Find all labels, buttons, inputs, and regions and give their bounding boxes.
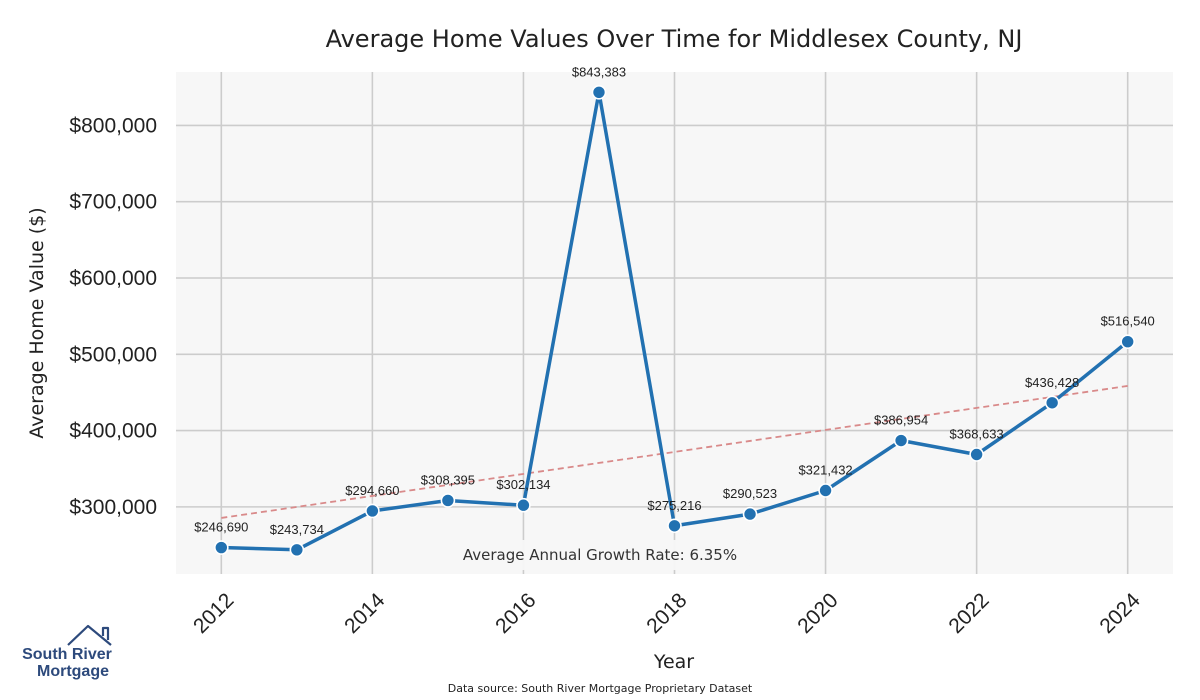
growth-rate-box [450, 540, 750, 570]
data-point [818, 483, 833, 498]
x-axis-ticks: 2012 2014 2016 2018 2020 2022 2024 [189, 589, 1145, 639]
x-tick-label: 2016 [491, 589, 540, 638]
data-label: $302,134 [496, 477, 550, 492]
data-label: $290,523 [723, 486, 777, 501]
data-point [440, 493, 456, 508]
data-labels: $246,690 $243,734 $294,660 $308,395 $302,134… [194, 64, 1155, 536]
data-point [214, 540, 229, 555]
data-label: $436,428 [1025, 375, 1079, 390]
data-point [742, 506, 758, 522]
logo-line1: South River [22, 646, 112, 663]
logo: South River Mortgage [22, 624, 112, 680]
data-point [667, 518, 682, 534]
trend-layer [221, 385, 1128, 519]
data-point [591, 85, 607, 100]
x-tick-label: 2020 [793, 589, 842, 638]
data-point [289, 542, 305, 558]
data-label: $386,954 [874, 413, 928, 428]
data-point [516, 497, 531, 513]
data-label: $321,432 [798, 463, 852, 478]
data-label: $294,660 [345, 483, 399, 498]
y-axis-ticks: $300,000 $400,000 $500,000 $600,000 $700,000… [69, 114, 157, 518]
y-tick-label: $300,000 [69, 496, 157, 519]
data-label: $246,690 [194, 520, 248, 535]
x-tick-label: 2024 [1095, 589, 1145, 639]
y-tick-label: $800,000 [69, 114, 157, 137]
x-axis-label: Year [653, 651, 694, 673]
data-label: $843,383 [572, 64, 626, 79]
growth-rate-annotation: Average Annual Growth Rate: 6.35% [463, 546, 737, 564]
trend-line [221, 385, 1128, 519]
chart-title: Average Home Values Over Time for Middle… [326, 25, 1023, 53]
logo-line2: Mortgage [37, 663, 109, 680]
x-tick-label: 2012 [189, 589, 238, 638]
data-point [1120, 334, 1135, 349]
data-point [1044, 395, 1060, 411]
y-tick-label: $700,000 [69, 191, 157, 214]
x-tick-label: 2022 [944, 589, 993, 638]
data-label: $516,540 [1101, 314, 1155, 329]
house-icon [67, 624, 112, 646]
data-label: $243,734 [270, 522, 324, 537]
data-point [893, 433, 909, 448]
series-layer [214, 85, 1135, 558]
data-source-note: Data source: South River Mortgage Propri… [448, 682, 753, 695]
x-tick-label: 2014 [340, 589, 390, 639]
data-point [365, 503, 380, 519]
x-tick-label: 2018 [642, 589, 691, 638]
y-tick-label: $500,000 [69, 343, 157, 366]
data-label: $308,395 [421, 472, 475, 487]
y-axis-label: Average Home Value ($) [26, 207, 48, 438]
y-tick-label: $600,000 [69, 267, 157, 290]
data-point [969, 447, 984, 462]
data-label: $368,633 [950, 427, 1004, 442]
y-tick-label: $400,000 [69, 420, 157, 443]
data-label: $275,216 [647, 498, 701, 513]
